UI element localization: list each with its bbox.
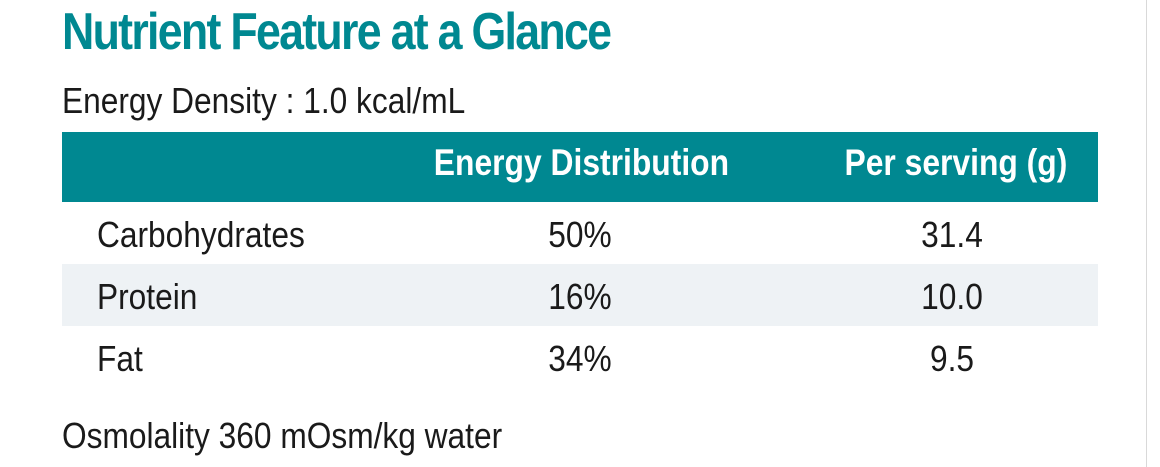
- header-energy-distribution: Energy Distribution: [433, 142, 730, 183]
- row-per-serving: 31.4: [921, 214, 983, 255]
- row-per-serving: 10.0: [921, 276, 983, 317]
- row-per-serving: 9.5: [929, 338, 975, 379]
- table-row: Carbohydrates 50% 31.4: [62, 202, 1098, 264]
- table-header: Energy Distribution Per serving (g): [62, 132, 1098, 202]
- page-title: Nutrient Feature at a Glance: [62, 3, 612, 61]
- edge-divider: [1146, 0, 1147, 467]
- table-row: Fat 34% 9.5: [62, 326, 1098, 388]
- row-energy-distribution: 16%: [548, 276, 612, 317]
- row-nutrient-name: Carbohydrates: [97, 214, 305, 255]
- row-energy-distribution: 34%: [548, 338, 612, 379]
- energy-density-text: Energy Density : 1.0 kcal/mL: [62, 80, 466, 121]
- row-nutrient-name: Fat: [97, 338, 143, 379]
- row-nutrient-name: Protein: [97, 276, 198, 317]
- row-energy-distribution: 50%: [548, 214, 612, 255]
- osmolality-text: Osmolality 360 mOsm/kg water: [62, 415, 503, 456]
- header-per-serving: Per serving (g): [844, 142, 1068, 183]
- table-row: Protein 16% 10.0: [62, 264, 1098, 326]
- nutrient-table: Energy Distribution Per serving (g) Carb…: [62, 132, 1098, 388]
